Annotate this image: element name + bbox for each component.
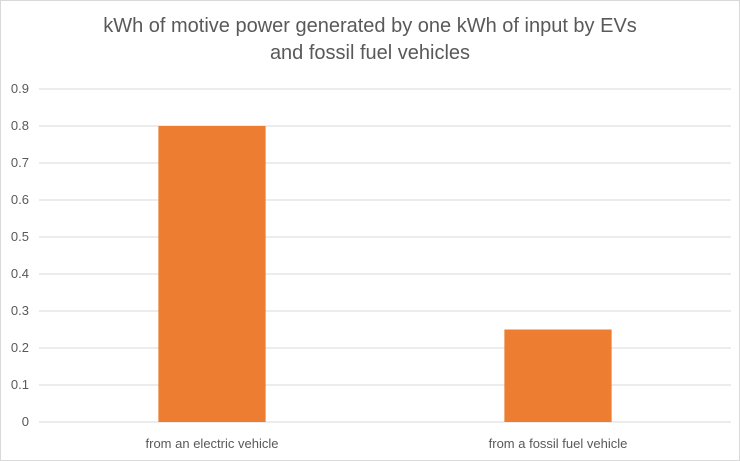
chart-title: kWh of motive power generated by one kWh… (103, 15, 637, 64)
y-tick-label: 0.5 (11, 229, 29, 244)
bar (504, 329, 612, 422)
x-category-label: from an electric vehicle (146, 436, 279, 451)
x-category-label: from a fossil fuel vehicle (489, 436, 628, 451)
bar (158, 126, 266, 422)
y-tick-label: 0.9 (11, 81, 29, 96)
y-tick-label: 0.3 (11, 303, 29, 318)
y-tick-label: 0 (22, 414, 29, 429)
y-tick-label: 0.2 (11, 340, 29, 355)
y-tick-label: 0.8 (11, 118, 29, 133)
y-tick-label: 0.7 (11, 155, 29, 170)
y-tick-label: 0.6 (11, 192, 29, 207)
y-tick-label: 0.1 (11, 377, 29, 392)
y-tick-label: 0.4 (11, 266, 29, 281)
